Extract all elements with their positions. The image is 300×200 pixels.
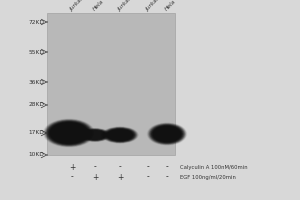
- Text: Hela: Hela: [164, 0, 177, 12]
- Text: 17KD: 17KD: [28, 130, 44, 136]
- Ellipse shape: [43, 118, 95, 148]
- Ellipse shape: [50, 122, 88, 144]
- Ellipse shape: [46, 120, 92, 146]
- Ellipse shape: [107, 129, 133, 141]
- Ellipse shape: [148, 123, 186, 145]
- Text: -: -: [166, 162, 168, 171]
- Text: Calyculin A 100nM/60min: Calyculin A 100nM/60min: [180, 164, 248, 170]
- Ellipse shape: [147, 122, 187, 146]
- Ellipse shape: [80, 128, 110, 142]
- Text: 28KD: 28KD: [28, 102, 44, 108]
- Text: -: -: [166, 172, 168, 182]
- Text: Jurkat: Jurkat: [70, 0, 85, 12]
- Ellipse shape: [102, 127, 138, 143]
- Ellipse shape: [104, 128, 136, 142]
- Ellipse shape: [103, 127, 137, 143]
- Ellipse shape: [51, 123, 87, 143]
- Text: 72KD: 72KD: [28, 20, 44, 24]
- Ellipse shape: [104, 128, 136, 142]
- Text: -: -: [94, 162, 96, 171]
- Text: Jurkat: Jurkat: [146, 0, 161, 12]
- Ellipse shape: [82, 129, 108, 141]
- Ellipse shape: [153, 126, 181, 142]
- Ellipse shape: [44, 119, 94, 147]
- Ellipse shape: [101, 126, 139, 144]
- Ellipse shape: [80, 128, 110, 142]
- Text: Jurkat: Jurkat: [118, 0, 133, 12]
- Text: 55KD: 55KD: [28, 49, 44, 54]
- Ellipse shape: [150, 124, 184, 144]
- Ellipse shape: [152, 126, 182, 142]
- Text: Hela: Hela: [92, 0, 105, 12]
- Ellipse shape: [147, 123, 187, 145]
- Ellipse shape: [102, 127, 138, 143]
- Ellipse shape: [49, 122, 89, 144]
- Text: 36KD: 36KD: [28, 79, 44, 84]
- Ellipse shape: [81, 129, 109, 141]
- Ellipse shape: [47, 121, 91, 145]
- Ellipse shape: [83, 130, 106, 140]
- Ellipse shape: [46, 120, 92, 146]
- Ellipse shape: [82, 129, 108, 141]
- Ellipse shape: [105, 128, 135, 142]
- Text: -: -: [118, 162, 122, 171]
- Ellipse shape: [149, 124, 185, 144]
- Text: +: +: [69, 162, 75, 171]
- Ellipse shape: [45, 119, 93, 146]
- Ellipse shape: [106, 129, 134, 141]
- Ellipse shape: [83, 130, 107, 140]
- Ellipse shape: [106, 128, 134, 142]
- Ellipse shape: [151, 125, 183, 143]
- Text: -: -: [147, 162, 149, 171]
- Ellipse shape: [152, 125, 182, 143]
- Ellipse shape: [81, 129, 109, 142]
- Text: -: -: [70, 172, 74, 182]
- Ellipse shape: [84, 130, 106, 140]
- Text: -: -: [147, 172, 149, 182]
- Text: +: +: [92, 172, 98, 182]
- Text: +: +: [117, 172, 123, 182]
- Ellipse shape: [48, 121, 90, 144]
- Bar: [47, 13, 175, 155]
- Ellipse shape: [149, 124, 184, 144]
- Text: 10KD: 10KD: [28, 152, 44, 158]
- Text: EGF 100ng/ml/20min: EGF 100ng/ml/20min: [180, 174, 236, 180]
